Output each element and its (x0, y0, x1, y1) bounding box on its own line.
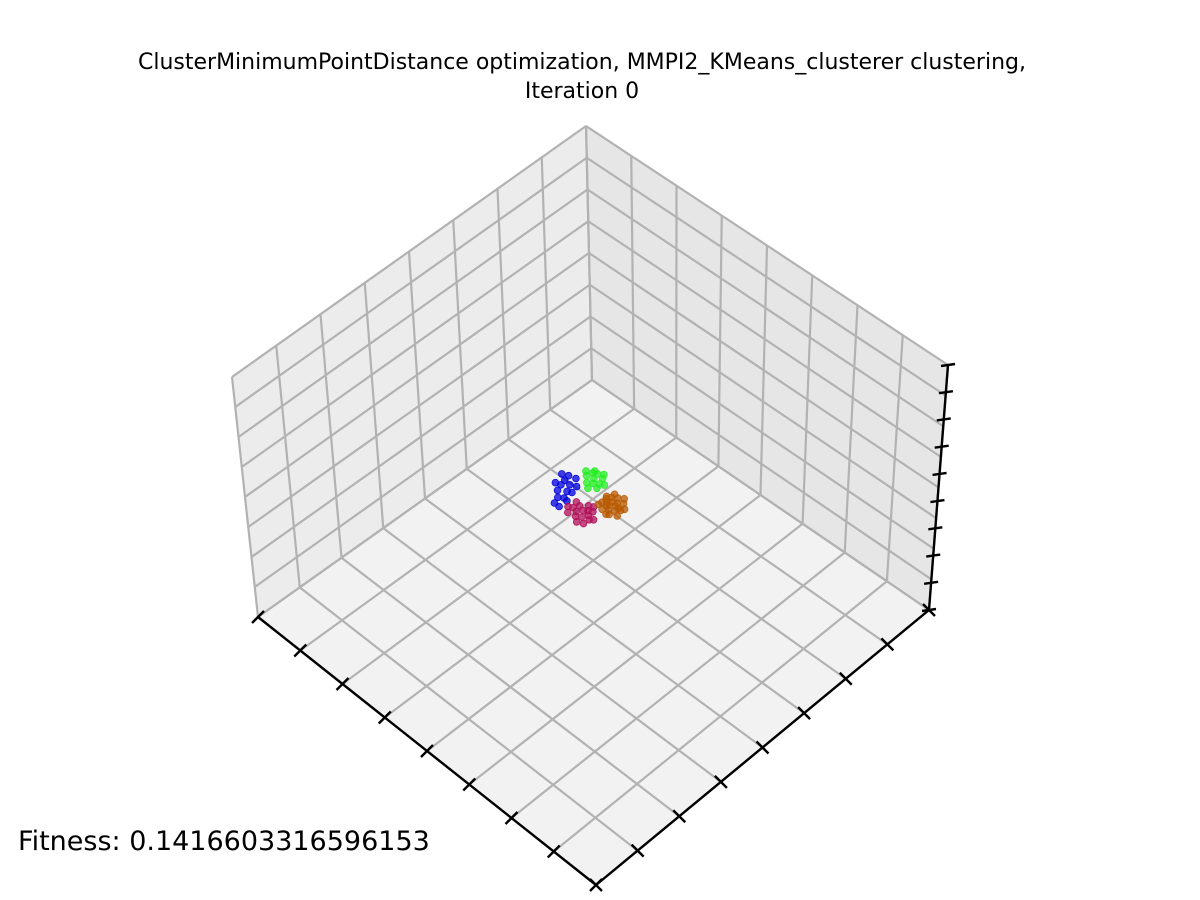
data-point (553, 493, 562, 502)
z-axis-tick (928, 526, 943, 531)
data-point (588, 469, 597, 477)
z-axis-tick (921, 607, 937, 613)
floor-gridline (468, 522, 804, 786)
data-point (584, 484, 592, 493)
fitness-label: Fitness: 0.1416603316596153 (18, 826, 430, 857)
right-wall-gridline (801, 275, 814, 524)
x-axis-tick (293, 643, 308, 658)
z-axis-tick (930, 498, 945, 504)
data-point (613, 512, 621, 520)
chart-title-line2: Iteration 0 (524, 79, 640, 104)
data-point (572, 498, 581, 506)
floor-gridline (299, 586, 639, 852)
z-axis-tick (926, 553, 941, 558)
data-point (579, 506, 588, 515)
floor-gridline (510, 551, 846, 819)
floor-gridline (553, 580, 888, 853)
left-wall-gridline (237, 188, 589, 438)
right-wall-gridline (585, 125, 949, 366)
data-point (564, 471, 573, 480)
x-axis-tick (377, 710, 392, 725)
data-point (611, 501, 620, 510)
left-wall-gridline (230, 376, 260, 618)
z-axis-tick (938, 390, 954, 395)
y-axis-tick (838, 671, 853, 686)
data-point (568, 488, 576, 497)
x-axis-tick (546, 844, 561, 859)
data-point (594, 500, 603, 509)
data-point (602, 501, 611, 510)
right-wall-gridline (586, 188, 944, 428)
left-wall-gridline (234, 156, 588, 408)
data-point (551, 478, 560, 487)
z-axis-tick (923, 580, 939, 585)
data-point (572, 474, 580, 483)
right-wall-gridline (885, 335, 904, 582)
chart-title-line1: ClusterMinimumPointDistance optimization… (137, 50, 1026, 75)
floor-gridline (424, 497, 764, 749)
z-axis-tick (932, 471, 947, 477)
chart-title: ClusterMinimumPointDistance optimization… (0, 48, 1164, 106)
data-point (565, 480, 574, 489)
right-wall-gridline (587, 220, 942, 458)
data-point (600, 470, 608, 479)
data-point (557, 470, 566, 478)
z-axis-tick (934, 444, 949, 449)
data-point (620, 494, 628, 503)
x-axis-tick (420, 744, 434, 758)
left-wall-gridline (244, 252, 590, 498)
y-axis-tick (672, 809, 687, 824)
data-point (589, 515, 598, 524)
data-point (610, 490, 619, 499)
data-point (602, 494, 610, 503)
data-point (616, 506, 625, 515)
x-axis-tick (462, 777, 477, 792)
data-point (553, 486, 562, 495)
left-wall-gridline (231, 125, 587, 378)
left-wall-gridline (241, 220, 589, 468)
data-point (602, 510, 610, 519)
data-point (582, 467, 590, 475)
left-wall-gridline (319, 314, 343, 558)
y-axis-tick (589, 878, 603, 892)
x-axis-tick (251, 610, 265, 624)
data-point (593, 484, 601, 493)
x-axis-tick (504, 811, 519, 825)
right-wall-gridline (588, 252, 940, 489)
data-point (572, 482, 581, 491)
data-point (569, 503, 577, 512)
y-axis-tick (714, 775, 728, 789)
y-axis-tick (755, 740, 770, 755)
z-axis-line (927, 364, 950, 611)
right-wall-gridline (586, 156, 947, 397)
data-point (572, 518, 581, 526)
right-wall-gridline (843, 305, 859, 553)
x-axis-tick (335, 677, 350, 691)
floor-gridline (340, 556, 680, 818)
z-axis-tick (940, 362, 956, 368)
left-wall-gridline (363, 282, 385, 529)
floor-gridline (382, 527, 722, 783)
left-wall-gridline (275, 345, 301, 588)
data-point (579, 519, 588, 528)
y-axis-tick (880, 637, 895, 652)
y-axis-tick (797, 706, 811, 720)
y-axis-tick (630, 843, 645, 858)
data-point (555, 502, 563, 511)
data-point (563, 508, 572, 517)
data-point (600, 481, 609, 489)
z-axis-tick (936, 417, 951, 422)
